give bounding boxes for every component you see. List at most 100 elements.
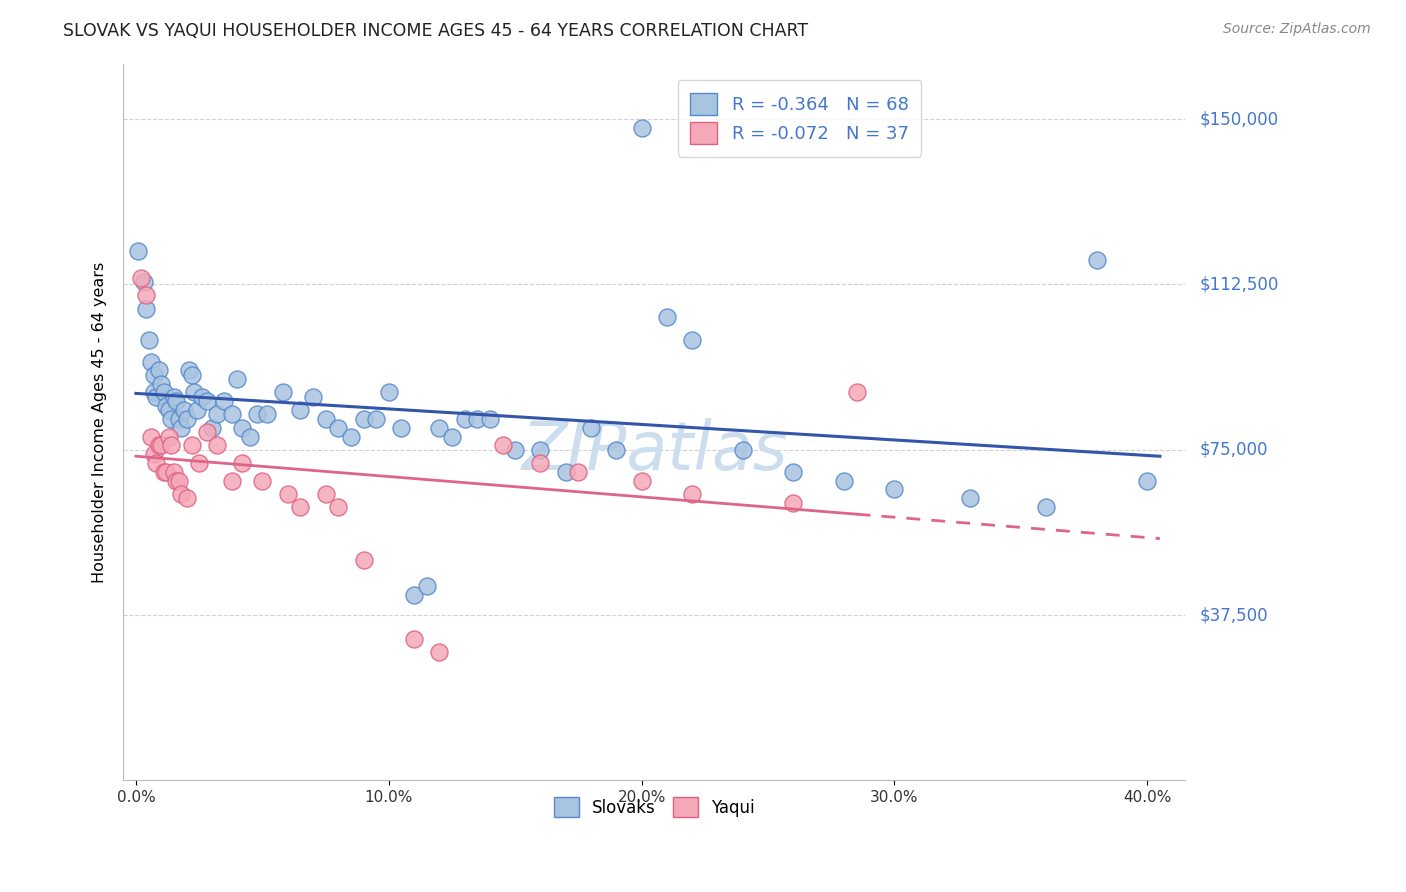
Point [148,363,170,377]
Point [290,403,312,417]
Text: SLOVAK VS YAQUI HOUSEHOLDER INCOME AGES 45 - 64 YEARS CORRELATION CHART: SLOVAK VS YAQUI HOUSEHOLDER INCOME AGES … [63,22,808,40]
Point [157,429,180,443]
Point [163,390,186,404]
Point [195,425,218,439]
Point [782,495,804,509]
Point [290,500,312,514]
Point [155,465,177,479]
Point [195,394,218,409]
Point [152,385,174,400]
Point [630,474,652,488]
Point [328,420,350,434]
Point [239,429,262,443]
Point [378,385,401,400]
Point [165,394,187,409]
Point [579,420,602,434]
Point [256,408,278,422]
Point [180,438,202,452]
Point [226,372,249,386]
Point [142,447,165,461]
Point [170,487,193,501]
Point [231,420,253,434]
Point [177,363,200,377]
Text: $112,500: $112,500 [1199,276,1278,293]
Point [465,412,488,426]
Point [529,442,551,457]
Point [152,465,174,479]
Point [1085,253,1108,268]
Point [404,632,426,647]
Point [160,438,183,452]
Point [529,456,551,470]
Text: Source: ZipAtlas.com: Source: ZipAtlas.com [1223,22,1371,37]
Point [681,333,703,347]
Text: ZIPatlas: ZIPatlas [522,417,787,483]
Text: $37,500: $37,500 [1199,606,1268,624]
Point [188,456,211,470]
Point [1136,474,1159,488]
Point [366,412,388,426]
Point [353,412,375,426]
Point [391,420,413,434]
Point [205,408,228,422]
Point [883,483,905,497]
Text: $150,000: $150,000 [1199,110,1278,128]
Point [731,442,754,457]
Legend: Slovaks, Yaqui: Slovaks, Yaqui [546,789,763,826]
Point [246,408,269,422]
Point [145,390,167,404]
Point [491,438,513,452]
Point [183,385,205,400]
Point [221,474,243,488]
Point [150,438,173,452]
Point [221,408,243,422]
Point [415,579,437,593]
Point [440,429,463,443]
Point [478,412,501,426]
Point [127,244,149,259]
Point [252,474,274,488]
Point [155,399,177,413]
Point [142,385,165,400]
Point [681,487,703,501]
Point [170,420,193,434]
Point [315,487,337,501]
Point [231,456,253,470]
Point [205,438,228,452]
Point [157,403,180,417]
Y-axis label: Householder Income Ages 45 - 64 years: Householder Income Ages 45 - 64 years [93,261,107,582]
Point [302,390,325,404]
Point [150,376,173,391]
Point [845,385,868,400]
Point [655,310,678,325]
Point [427,645,450,659]
Point [201,420,224,434]
Point [167,474,190,488]
Point [180,368,202,382]
Point [135,288,157,302]
Point [165,474,187,488]
Point [277,487,299,501]
Point [427,420,450,434]
Point [214,394,236,409]
Point [782,465,804,479]
Point [315,412,337,426]
Point [176,412,198,426]
Point [135,301,157,316]
Point [353,553,375,567]
Point [453,412,475,426]
Text: $75,000: $75,000 [1199,441,1268,458]
Point [959,491,981,506]
Point [832,474,855,488]
Point [139,354,162,368]
Point [186,403,208,417]
Point [167,412,190,426]
Point [271,385,294,400]
Point [605,442,627,457]
Point [1035,500,1057,514]
Point [567,465,589,479]
Point [503,442,526,457]
Point [160,412,183,426]
Point [132,275,155,289]
Point [173,403,195,417]
